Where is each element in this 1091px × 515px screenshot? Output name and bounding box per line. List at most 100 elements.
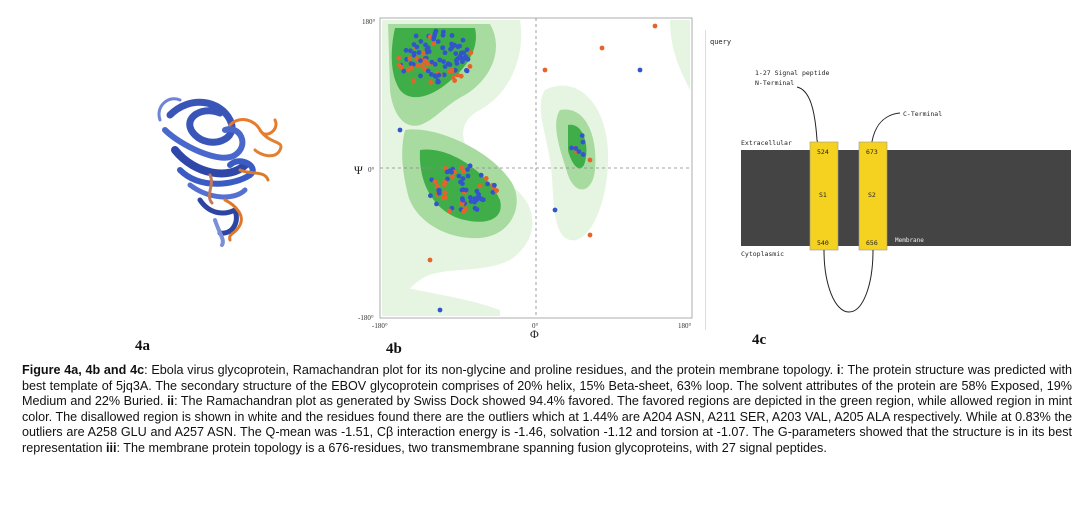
residue-point	[440, 32, 446, 38]
query-label: query	[710, 38, 731, 46]
s1-label: S1	[819, 191, 827, 199]
residue-point	[444, 169, 450, 175]
residue-point	[454, 61, 460, 66]
residue-point	[415, 63, 421, 69]
residue-point	[460, 37, 466, 43]
residue-point	[576, 149, 582, 155]
residue-point	[442, 190, 448, 196]
residue-point	[480, 197, 485, 203]
panel-label-4b: 4b	[386, 341, 402, 357]
residue-point	[427, 34, 433, 40]
residue-point	[409, 65, 415, 71]
residue-point	[441, 72, 447, 78]
caption-marker-ii: ii	[167, 394, 175, 409]
residue-point	[455, 72, 460, 78]
residue-point	[453, 51, 459, 56]
residue-point	[449, 174, 455, 180]
x-tick-right: 180°	[678, 322, 692, 330]
c-terminal-label: C-Terminal	[903, 110, 942, 118]
figure-caption: Figure 4a, 4b and 4c: Ebola virus glycop…	[22, 363, 1072, 457]
residue-point	[442, 64, 448, 69]
residue-point	[464, 68, 470, 74]
membrane-topology-diagram: query 1-27 Signal peptide N-Terminal C-T…	[704, 30, 1075, 330]
residue-point	[445, 176, 450, 182]
outlier-point	[587, 232, 593, 238]
membrane-band	[741, 150, 1071, 246]
outlier-point	[437, 307, 443, 313]
residue-point	[428, 72, 434, 77]
caption-text-4: : The membrane protein topology is a 676…	[116, 440, 827, 455]
residue-point	[422, 58, 428, 64]
x-tick-mid: 0°	[532, 322, 539, 330]
residue-point	[452, 67, 458, 73]
residue-point	[411, 42, 417, 47]
helix-s1	[809, 141, 839, 251]
residue-point	[420, 50, 426, 56]
residue-point	[403, 47, 409, 53]
residue-point	[411, 78, 416, 84]
residue-point	[461, 187, 466, 193]
residue-point	[436, 79, 441, 85]
residue-point	[459, 164, 465, 170]
signal-peptide-label: 1-27 Signal peptide	[755, 69, 829, 77]
caption-text-1: : Ebola virus glycoprotein, Ramachandran…	[144, 363, 837, 377]
outlier-point	[552, 207, 558, 213]
residue-point	[458, 73, 464, 79]
residue-point	[437, 57, 443, 63]
residue-point	[432, 179, 438, 185]
residue-point	[468, 50, 474, 56]
residue-point	[483, 176, 489, 181]
residue-point	[460, 176, 466, 182]
s2-label: S2	[868, 191, 876, 199]
residue-point	[433, 28, 439, 34]
residue-point	[435, 39, 441, 44]
residue-point	[401, 68, 407, 74]
residue-point	[467, 195, 473, 200]
protein-structure-image	[140, 75, 310, 255]
residue-point	[465, 167, 470, 173]
residue-point	[467, 163, 473, 169]
residue-point	[460, 197, 466, 203]
s2-top-residue: 673	[866, 148, 878, 156]
residue-point	[416, 50, 422, 55]
s2-bottom-residue: 656	[866, 239, 878, 247]
residue-point	[436, 72, 442, 78]
s1-top-residue: 524	[817, 148, 829, 156]
residue-point	[442, 182, 447, 188]
residue-point	[418, 58, 423, 63]
residue-point	[447, 69, 453, 74]
residue-point	[411, 52, 417, 58]
n-terminal-label: N-Terminal	[755, 79, 794, 87]
panel-label-4a: 4a	[135, 338, 150, 354]
residue-point	[428, 79, 434, 85]
caption-marker-iii: iii	[106, 440, 117, 455]
x-axis-label: Φ	[530, 327, 539, 340]
y-tick-bottom: -180°	[358, 314, 374, 322]
residue-point	[407, 56, 413, 61]
outlier-point	[587, 157, 593, 163]
s1-bottom-residue: 540	[817, 239, 829, 247]
membrane-label: Membrane	[895, 237, 924, 244]
residue-point	[490, 189, 496, 195]
outlier-point	[542, 67, 548, 73]
outlier-point	[652, 23, 658, 29]
y-tick-mid: 0°	[368, 166, 375, 174]
residue-point	[447, 208, 452, 214]
residue-point	[461, 168, 466, 174]
caption-marker-i: i	[836, 363, 841, 377]
residue-point	[462, 56, 468, 61]
residue-point	[579, 133, 585, 138]
caption-text-3: : The Ramachandran plot as generated by …	[22, 394, 1072, 455]
residue-point	[441, 59, 446, 64]
y-tick-top: 180°	[362, 18, 376, 26]
residue-point	[468, 199, 474, 204]
residue-point	[457, 43, 462, 49]
residue-point	[434, 183, 440, 189]
residue-point	[414, 56, 420, 62]
residue-point	[449, 33, 455, 38]
residue-point	[477, 183, 483, 189]
residue-point	[441, 195, 446, 201]
caption-text-2: : The protein structure was predicted wi…	[22, 363, 1072, 409]
x-tick-left: -180°	[372, 322, 388, 330]
residue-point	[447, 62, 453, 67]
